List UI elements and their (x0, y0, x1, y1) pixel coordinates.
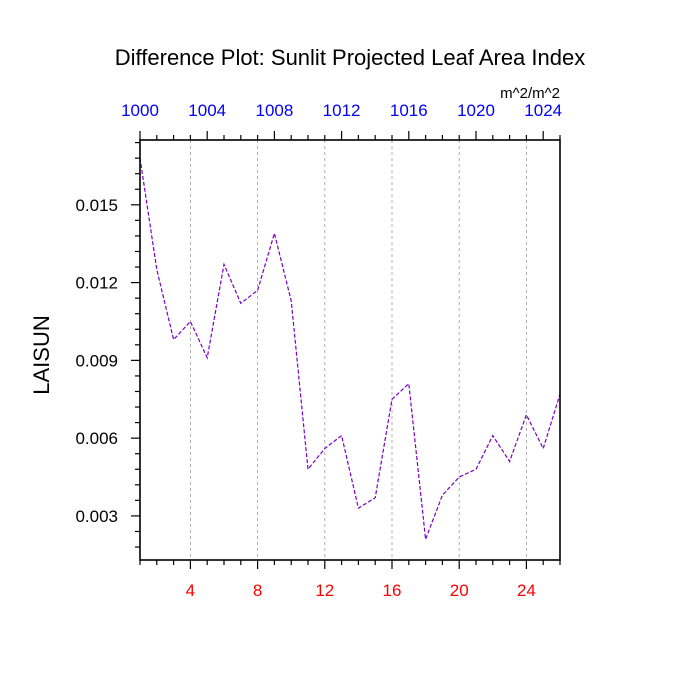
y-axis-label: LAISUN (29, 315, 54, 394)
y-tick-label: 0.006 (75, 429, 118, 448)
y-tick-label: 0.012 (75, 274, 118, 293)
top-tick-label: 1008 (255, 101, 293, 120)
top-tick-label: 1000 (121, 101, 159, 120)
tick-label-layer: 4 8 12 16 20 24 1000 1004 1008 1012 1016 1020 1024 0.… (75, 101, 562, 600)
top-tick-label: 1004 (188, 101, 226, 120)
bottom-tick-label: 20 (450, 581, 469, 600)
top-tick-label: 1024 (524, 101, 562, 120)
y-tick-label: 0.009 (75, 351, 118, 370)
bottom-tick-label: 12 (315, 581, 334, 600)
grid-layer (189, 140, 527, 560)
chart-title: Difference Plot: Sunlit Projected Leaf A… (115, 45, 585, 70)
tick-layer (131, 131, 561, 569)
bottom-tick-label: 8 (253, 581, 262, 600)
series-layer (139, 158, 561, 540)
bottom-tick-label: 24 (517, 581, 536, 600)
bottom-tick-label: 16 (383, 581, 402, 600)
y-tick-label: 0.003 (75, 507, 118, 526)
top-tick-label: 1016 (390, 101, 428, 120)
series-line (139, 158, 561, 540)
top-tick-label: 1020 (457, 101, 495, 120)
bottom-tick-label: 4 (186, 581, 195, 600)
plot-frame (139, 139, 561, 561)
y-tick-label: 0.015 (75, 196, 118, 215)
units-label: m^2/m^2 (500, 85, 560, 102)
top-tick-label: 1012 (323, 101, 361, 120)
